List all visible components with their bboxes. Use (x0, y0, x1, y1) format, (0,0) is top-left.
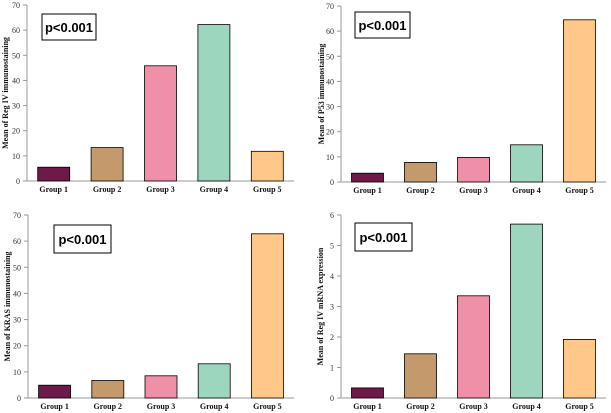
y-tick-label: 0 (330, 394, 334, 403)
y-tick-label: 3 (330, 303, 334, 312)
y-tick-label: 0 (17, 394, 21, 403)
x-category-label: Group 5 (565, 402, 594, 411)
bar-4 (510, 144, 543, 183)
y-tick-label: 70 (326, 2, 334, 11)
chart-panel-2: 0 10 20 30 40 50 60 70 Mean of P53 immunostainin… (317, 2, 606, 195)
x-category-label: Group 2 (93, 185, 122, 194)
bar-2 (404, 161, 437, 183)
y-axis-label: Mean of P53 immunostaining (317, 44, 326, 145)
bar-5 (250, 150, 284, 182)
x-category-label: Group 3 (459, 402, 488, 411)
bar-1 (351, 387, 384, 399)
x-category-label: Group 3 (146, 185, 175, 194)
y-axis-label: Mean of Reg IV immunostaining (1, 37, 10, 149)
bar-2 (91, 380, 125, 399)
p-value-annotation: p<0.001 (359, 230, 407, 245)
x-category-label: Group 2 (406, 402, 435, 411)
y-tick-label: 60 (12, 26, 20, 35)
bar-2 (404, 353, 437, 399)
bar-3 (144, 65, 177, 182)
chart-panel-4: 0 1 2 3 4 5 6 Mean of Reg IV mRNA expression Gro… (316, 211, 606, 411)
chart-panel-3: 0 10 20 30 40 50 60 70 Mean of KRAS immunostaini… (3, 211, 294, 411)
y-tick-label: 60 (326, 27, 334, 36)
y-tick-label: 60 (13, 237, 21, 246)
y-tick-label: 20 (326, 128, 334, 137)
y-tick-label: 5 (330, 242, 334, 251)
y-tick-label: 10 (326, 153, 334, 162)
bar-4 (197, 24, 231, 182)
y-tick-label: 70 (13, 211, 21, 220)
x-category-label: Group 4 (512, 186, 541, 195)
y-axis-label: Mean of Reg IV mRNA expression (316, 247, 325, 365)
bar-4 (510, 223, 543, 399)
y-tick-label: 40 (326, 77, 334, 86)
x-category-label: Group 1 (353, 402, 382, 411)
x-category-label: Group 2 (94, 402, 123, 411)
p-value-annotation: p<0.001 (358, 18, 406, 33)
x-category-label: Group 3 (459, 186, 488, 195)
bar-1 (351, 172, 384, 183)
x-category-label: Group 4 (200, 402, 229, 411)
y-tick-label: 4 (330, 272, 334, 281)
annotation-box (354, 11, 411, 39)
bar-1 (37, 166, 71, 182)
y-tick-label: 6 (330, 211, 334, 220)
x-category-label: Group 3 (147, 402, 176, 411)
bar-4 (197, 363, 231, 399)
annotation-box (41, 13, 97, 41)
y-tick-label: 20 (12, 127, 20, 136)
y-tick-label: 40 (12, 76, 20, 85)
x-category-label: Group 5 (253, 402, 282, 411)
bar-2 (90, 147, 124, 182)
y-tick-label: 2 (330, 333, 334, 342)
y-tick-label: 10 (12, 152, 20, 161)
y-tick-label: 0 (330, 178, 334, 187)
y-tick-label: 0 (16, 177, 20, 186)
x-category-label: Group 5 (565, 186, 594, 195)
p-value-annotation: p<0.001 (45, 20, 93, 35)
p-value-annotation: p<0.001 (58, 232, 106, 247)
bar-3 (457, 295, 490, 399)
y-tick-label: 70 (12, 1, 20, 10)
x-category-label: Group 5 (253, 185, 282, 194)
annotation-box (53, 224, 112, 254)
y-tick-label: 30 (326, 103, 334, 112)
bar-1 (38, 384, 71, 399)
x-category-label: Group 1 (353, 186, 382, 195)
y-tick-label: 50 (13, 263, 21, 272)
x-category-label: Group 4 (200, 185, 229, 194)
x-category-label: Group 4 (512, 402, 541, 411)
bar-3 (457, 156, 490, 183)
bar-5 (250, 233, 284, 399)
bar-5 (563, 19, 596, 183)
y-axis-label: Mean of KRAS immunostaining (3, 251, 12, 361)
chart-panel-1: 0 10 20 30 40 50 60 70 Mean of Reg IV immunostai… (1, 1, 294, 194)
y-tick-label: 50 (326, 52, 334, 61)
annotation-box (354, 222, 413, 252)
y-tick-label: 10 (13, 368, 21, 377)
x-category-label: Group 2 (406, 186, 435, 195)
y-tick-label: 30 (13, 316, 21, 325)
x-category-label: Group 1 (39, 185, 68, 194)
bar-3 (144, 375, 178, 399)
y-tick-label: 40 (13, 289, 21, 298)
y-tick-label: 30 (12, 102, 20, 111)
x-category-label: Group 1 (40, 402, 69, 411)
y-tick-label: 50 (12, 51, 20, 60)
y-tick-label: 20 (13, 342, 21, 351)
y-tick-label: 1 (330, 364, 334, 373)
bar-5 (563, 338, 596, 399)
